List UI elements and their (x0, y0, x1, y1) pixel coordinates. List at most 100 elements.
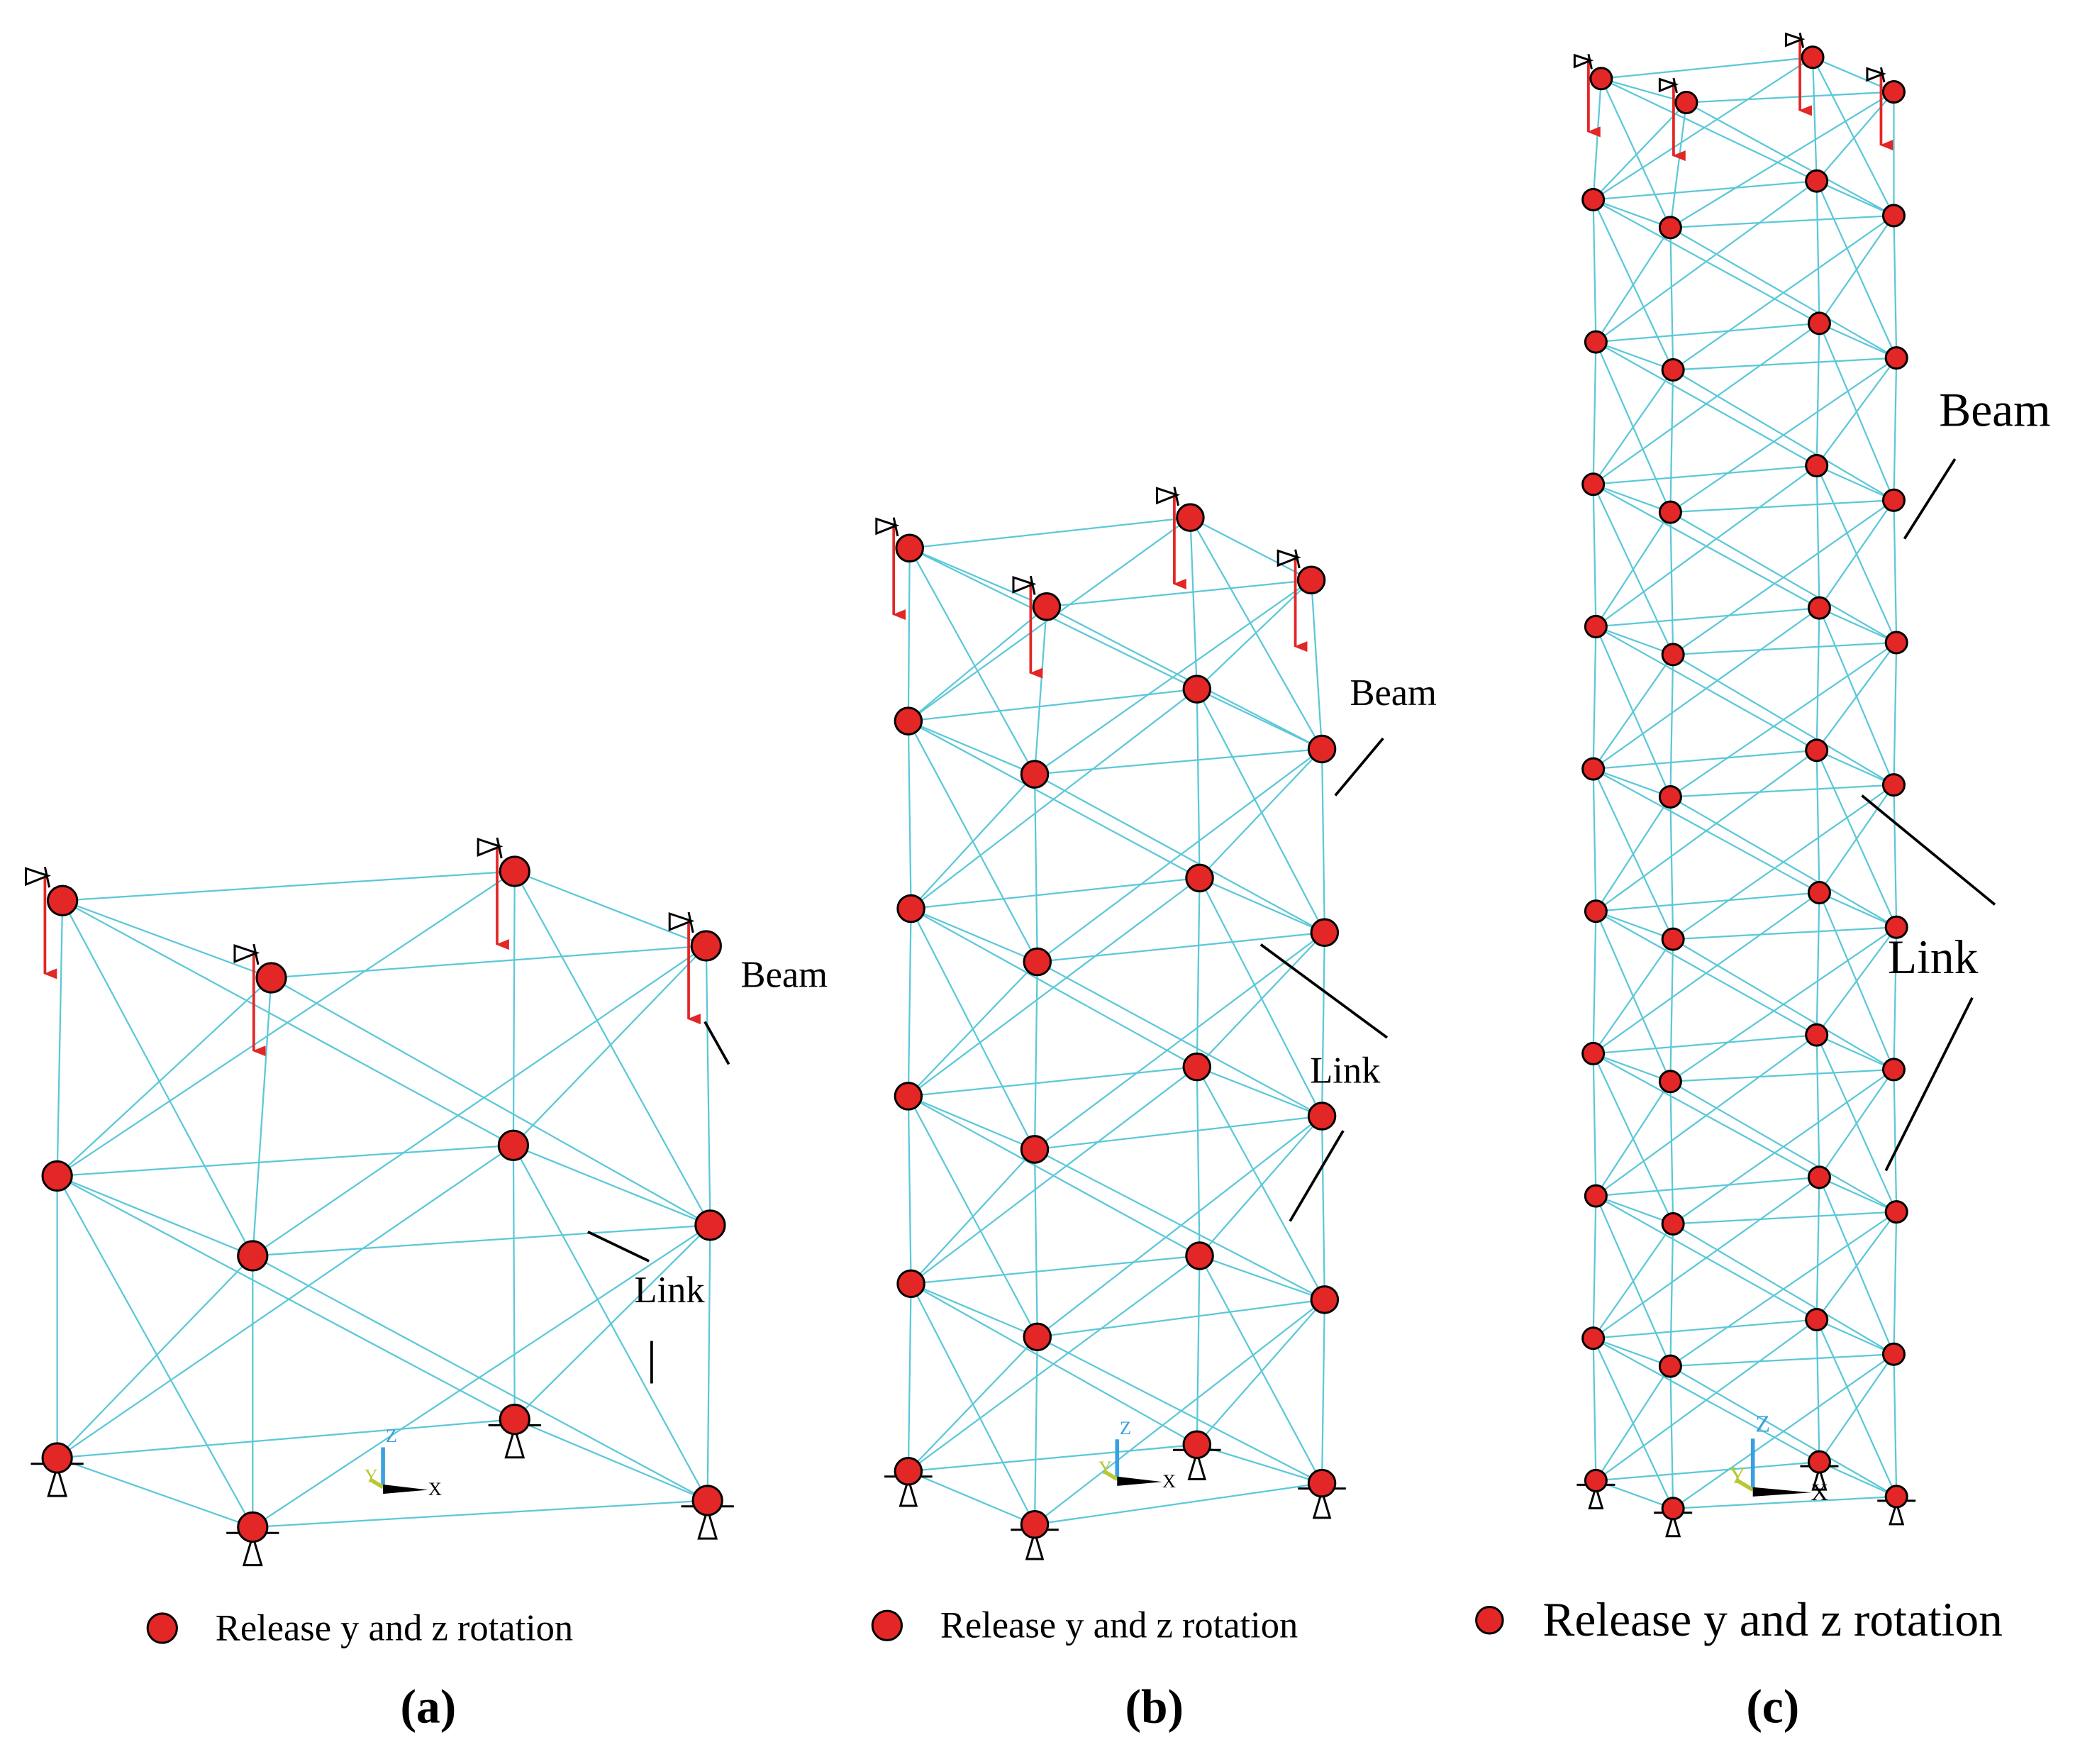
release-node (1807, 1165, 1831, 1189)
link (910, 908, 1035, 1150)
column-beam (1669, 1366, 1674, 1509)
release-node (1023, 1322, 1052, 1352)
release-node (1581, 1041, 1606, 1065)
release-node (1881, 80, 1906, 104)
link (908, 606, 1047, 722)
link (1815, 1211, 1898, 1321)
release-node (1307, 1102, 1337, 1131)
link (1815, 642, 1898, 751)
ring-beam (1670, 499, 1894, 514)
link (1196, 931, 1325, 1067)
release-node (1881, 204, 1906, 228)
release-node (1307, 734, 1337, 764)
release-node (1805, 1023, 1829, 1047)
support (1658, 77, 1679, 94)
link (910, 688, 1198, 909)
link (1198, 1255, 1323, 1484)
ring-beam (514, 870, 707, 947)
link (1672, 653, 1895, 786)
axis-label-x: X (1162, 1471, 1176, 1492)
leader (1884, 997, 1974, 1172)
ring-beam (1199, 1255, 1325, 1301)
link (1037, 1336, 1323, 1485)
release-node (1581, 757, 1606, 781)
release-node (1661, 357, 1685, 382)
release-node (1658, 500, 1682, 524)
ring-beam (1818, 1461, 1897, 1497)
link (1046, 606, 1323, 750)
panel: ZY X Beam Link Release y and z rotation (a) (25, 837, 828, 1734)
ring-beam (911, 877, 1200, 910)
column-beam (1592, 911, 1597, 1054)
link (513, 1224, 711, 1420)
link (907, 721, 1038, 963)
release-node (1182, 1430, 1212, 1460)
ring-beam (1816, 1034, 1894, 1070)
release-node (690, 930, 722, 962)
link (1592, 892, 1820, 1055)
column-beam (1815, 892, 1820, 1036)
link (1592, 1176, 1820, 1339)
ring-beam (1670, 784, 1894, 798)
link (1595, 465, 1818, 628)
column-beam (907, 721, 912, 909)
ring-beam (1818, 322, 1897, 359)
release-node (1884, 1200, 1908, 1224)
release-node (255, 962, 287, 994)
ring-beam (57, 1457, 253, 1529)
link (1595, 626, 1672, 797)
column-beam (1669, 512, 1674, 655)
link (1592, 484, 1674, 655)
link (1818, 499, 1895, 609)
beam-label: Beam (1350, 672, 1437, 714)
column-beam (907, 1096, 912, 1284)
legend-text: Release y and z rotation (940, 1605, 1298, 1646)
link (1198, 748, 1323, 879)
link (57, 1175, 516, 1421)
link (1034, 931, 1325, 1150)
support (1012, 575, 1037, 595)
column-beam (1893, 1354, 1898, 1497)
support (233, 943, 260, 965)
ring-beam (1196, 1066, 1323, 1117)
column-beam (1893, 215, 1898, 358)
ring-beam (1593, 199, 1671, 228)
leader (1289, 1130, 1345, 1222)
ring-beam (1034, 1115, 1323, 1150)
link (1034, 579, 1312, 775)
link (1669, 1080, 1897, 1213)
link (1037, 961, 1323, 1117)
column-beam (1669, 797, 1674, 940)
column-beam (1592, 342, 1597, 484)
column-beam (1196, 877, 1201, 1067)
ring-beam (1037, 931, 1325, 963)
column-beam (1592, 1338, 1597, 1481)
ring-beam (1818, 1176, 1897, 1213)
link (57, 1144, 514, 1459)
release-node (1658, 1354, 1682, 1378)
axis-y (1103, 1469, 1118, 1481)
link (1593, 56, 1813, 201)
support (1156, 487, 1181, 506)
ring-beam (911, 1255, 1200, 1285)
release-node (1805, 1307, 1829, 1331)
release-node (1661, 643, 1685, 667)
ring-beam (1034, 748, 1323, 775)
ring-beam (252, 1499, 708, 1529)
column-beam (1592, 1196, 1597, 1338)
link (512, 1145, 708, 1502)
column-beam (1033, 606, 1047, 775)
ring-beam (1593, 1337, 1671, 1368)
link (1600, 78, 1672, 228)
release-node (1884, 1485, 1908, 1509)
column-beam (1669, 102, 1688, 228)
link (513, 870, 711, 1226)
link (910, 1283, 1035, 1525)
column-beam (1815, 181, 1820, 323)
link (1815, 357, 1898, 467)
column-beam (1893, 642, 1898, 785)
leader (1259, 943, 1389, 1039)
ring-beam (908, 720, 1035, 775)
release-node (1801, 45, 1825, 70)
axis-y (368, 1477, 384, 1490)
